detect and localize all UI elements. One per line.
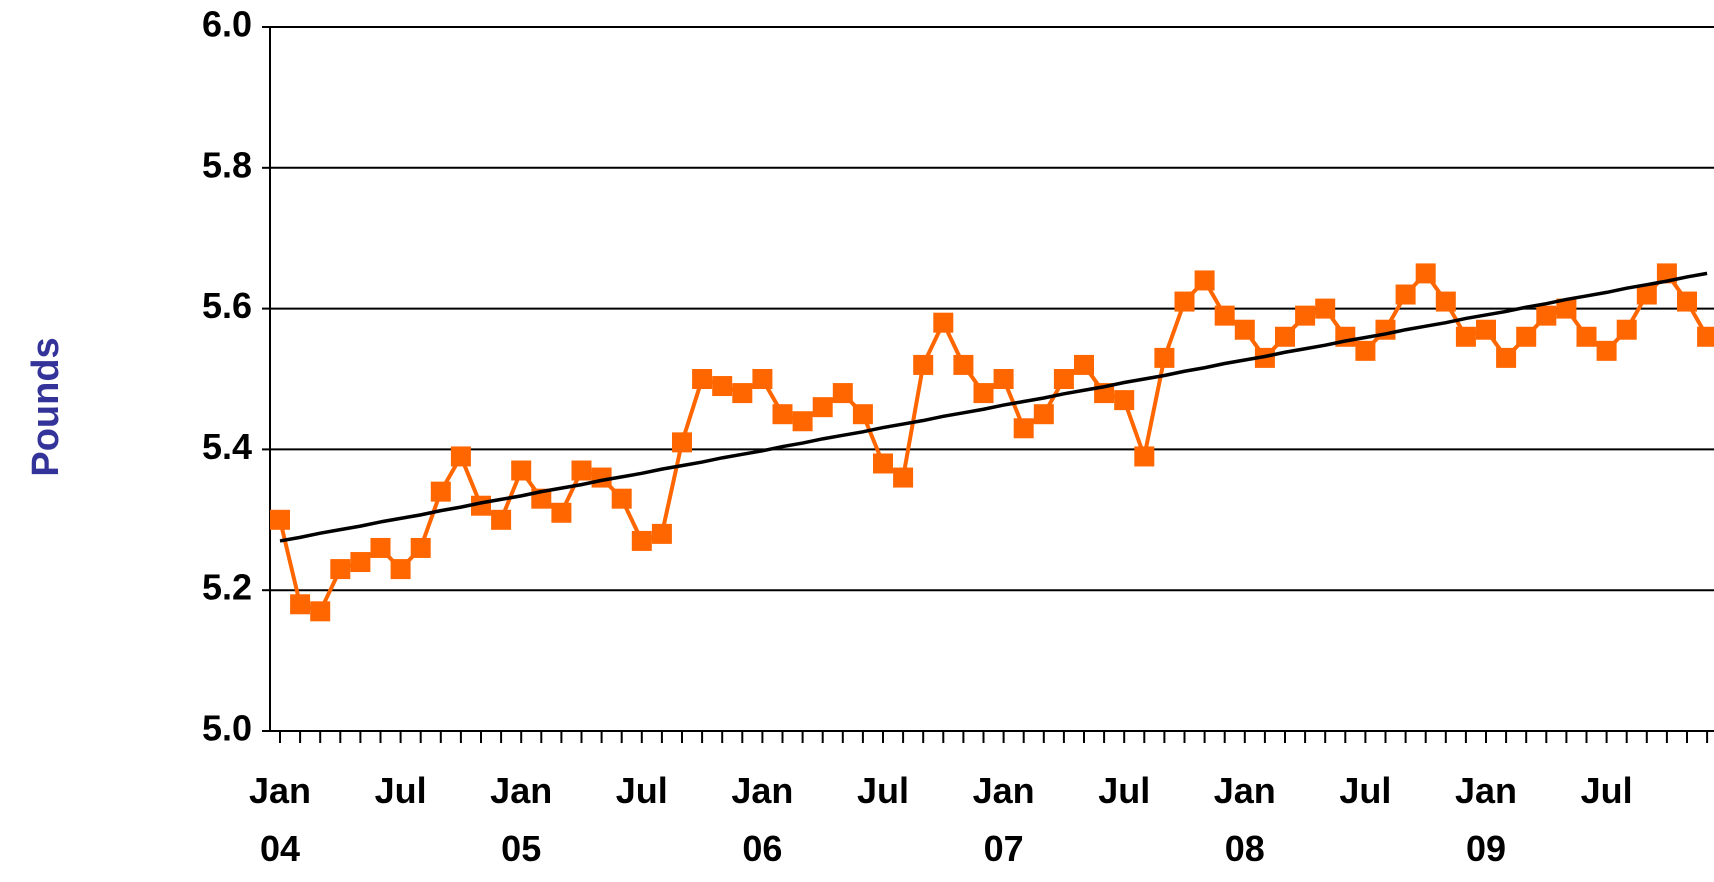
marker xyxy=(410,537,431,558)
marker xyxy=(893,467,914,488)
marker xyxy=(551,502,572,523)
marker xyxy=(973,383,994,404)
marker xyxy=(511,460,532,481)
marker xyxy=(732,383,753,404)
marker xyxy=(752,369,773,389)
marker xyxy=(692,369,713,389)
marker xyxy=(953,354,974,375)
marker xyxy=(792,411,813,432)
x-tick-label: Jan 06 xyxy=(731,770,793,869)
marker xyxy=(933,312,954,333)
x-tick-label: Jul xyxy=(1581,770,1633,811)
marker xyxy=(651,523,672,544)
marker xyxy=(1516,326,1537,347)
marker xyxy=(611,488,632,509)
x-tick-label: Jan 05 xyxy=(490,770,552,869)
marker xyxy=(1596,340,1617,361)
marker xyxy=(1214,305,1235,326)
marker xyxy=(1415,263,1436,284)
marker xyxy=(1013,418,1034,439)
marker xyxy=(290,594,311,615)
marker xyxy=(1435,291,1456,312)
y-tick-label: 5.8 xyxy=(202,144,252,185)
marker xyxy=(350,552,371,573)
marker xyxy=(1355,340,1376,361)
marker xyxy=(571,460,592,481)
y-axis-label: Pounds xyxy=(25,337,67,476)
marker xyxy=(852,404,873,425)
marker xyxy=(491,509,512,530)
marker xyxy=(1677,291,1697,312)
marker xyxy=(712,376,733,397)
marker xyxy=(1455,326,1476,347)
x-tick-label: Jul xyxy=(1339,770,1391,811)
marker xyxy=(1134,446,1155,467)
marker xyxy=(1616,319,1637,340)
marker xyxy=(1174,291,1195,312)
x-tick-label: Jul xyxy=(616,770,668,811)
marker xyxy=(270,509,290,530)
y-tick-label: 6.0 xyxy=(202,4,252,45)
marker xyxy=(1114,390,1135,411)
marker xyxy=(330,559,351,580)
x-tick-label: Jul xyxy=(375,770,427,811)
y-tick-label: 5.0 xyxy=(202,708,252,749)
marker xyxy=(1636,284,1657,305)
x-tick-label: Jan 08 xyxy=(1214,770,1276,869)
marker xyxy=(1476,319,1496,340)
marker xyxy=(1275,326,1295,347)
marker xyxy=(1234,319,1255,340)
marker xyxy=(772,404,793,425)
x-tick-label: Jan 09 xyxy=(1455,770,1517,869)
y-tick-label: 5.6 xyxy=(202,285,252,326)
marker xyxy=(631,530,652,551)
marker xyxy=(1536,305,1557,326)
marker xyxy=(913,354,934,375)
marker xyxy=(832,383,853,404)
marker xyxy=(430,481,451,502)
y-tick-label: 5.2 xyxy=(202,567,252,608)
marker xyxy=(310,601,331,622)
y-tick-label: 5.4 xyxy=(202,426,252,467)
marker xyxy=(1496,347,1517,368)
marker xyxy=(873,453,893,474)
x-tick-label: Jan 07 xyxy=(973,770,1035,869)
marker xyxy=(370,537,391,558)
marker xyxy=(1154,347,1175,368)
marker xyxy=(672,432,692,453)
marker xyxy=(450,446,471,467)
marker xyxy=(1576,326,1597,347)
marker xyxy=(390,559,411,580)
marker xyxy=(1697,326,1714,347)
marker xyxy=(1556,298,1577,319)
marker xyxy=(1194,270,1215,291)
marker xyxy=(1295,305,1316,326)
x-tick-label: Jan 04 xyxy=(249,770,311,869)
marker xyxy=(812,397,833,418)
x-tick-label: Jul xyxy=(1098,770,1150,811)
marker xyxy=(1395,284,1416,305)
marker xyxy=(1315,298,1336,319)
marker xyxy=(1074,354,1094,375)
x-tick-label: Jul xyxy=(857,770,909,811)
marker xyxy=(1033,404,1054,425)
marker xyxy=(1053,369,1074,389)
marker xyxy=(993,369,1014,389)
trend-line xyxy=(279,271,1708,543)
